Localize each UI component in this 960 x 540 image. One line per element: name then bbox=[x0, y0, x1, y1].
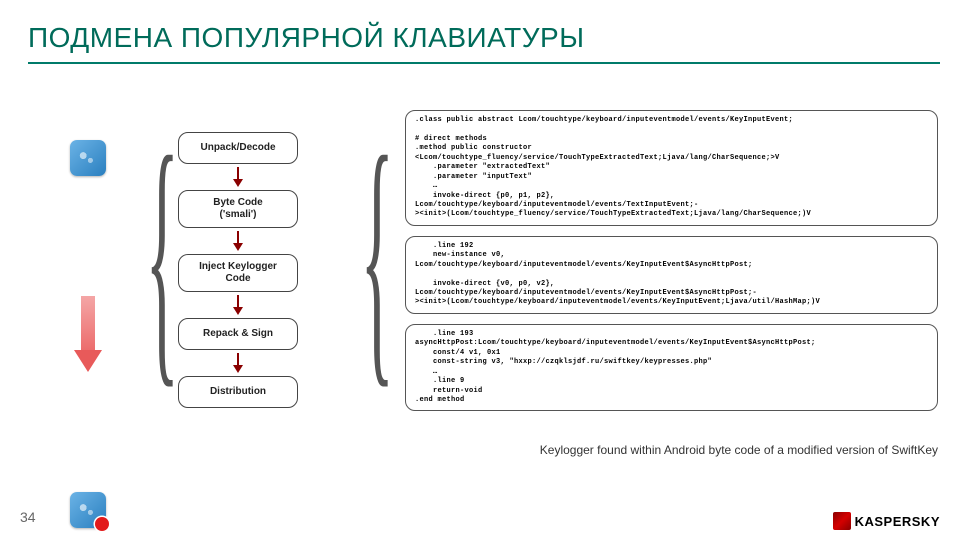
step-inject: Inject KeyloggerCode bbox=[178, 254, 298, 292]
code-block-2: .line 192 new-instance v0, Lcom/touchtyp… bbox=[405, 236, 938, 314]
step-repack: Repack & Sign bbox=[178, 318, 298, 350]
brace-right: { bbox=[360, 115, 394, 395]
app-icon-infected bbox=[70, 492, 106, 528]
slide-number: 34 bbox=[20, 509, 36, 525]
app-icon-original bbox=[70, 140, 106, 176]
brand-mark-icon bbox=[833, 512, 851, 530]
brand-logo: KASPERSKY bbox=[833, 512, 940, 530]
step-unpack: Unpack/Decode bbox=[178, 132, 298, 164]
step-arrow-icon bbox=[234, 353, 242, 373]
title-underline bbox=[28, 62, 940, 64]
caption: Keylogger found within Android byte code… bbox=[540, 443, 938, 457]
left-column bbox=[68, 140, 108, 528]
step-arrow-icon bbox=[234, 167, 242, 187]
brand-name: KASPERSKY bbox=[855, 514, 940, 529]
step-arrow-icon bbox=[234, 231, 242, 251]
code-block-1: .class public abstract Lcom/touchtype/ke… bbox=[405, 110, 938, 226]
slide-title: ПОДМЕНА ПОПУЛЯРНОЙ КЛАВИАТУРЫ bbox=[28, 22, 585, 54]
code-block-3: .line 193 asyncHttpPost:Lcom/touchtype/k… bbox=[405, 324, 938, 412]
down-arrow bbox=[77, 296, 99, 372]
steps-column: Unpack/Decode Byte Code('smali') Inject … bbox=[168, 132, 308, 408]
step-arrow-icon bbox=[234, 295, 242, 315]
step-bytecode: Byte Code('smali') bbox=[178, 190, 298, 228]
code-area: .class public abstract Lcom/touchtype/ke… bbox=[405, 110, 938, 421]
step-distribution: Distribution bbox=[178, 376, 298, 408]
